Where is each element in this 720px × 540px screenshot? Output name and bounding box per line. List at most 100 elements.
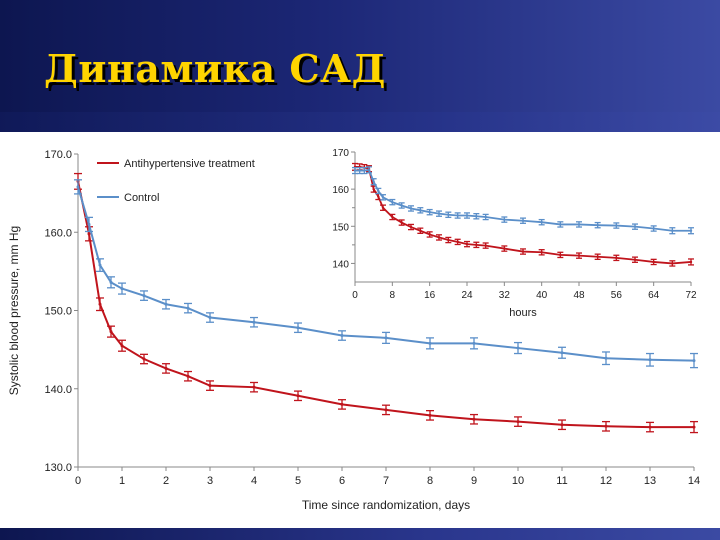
inset-x-tick-label: 72: [685, 290, 697, 301]
slide-title: Динамика САД: [44, 46, 386, 91]
inset-data-point: [447, 213, 450, 216]
inset-data-point: [521, 250, 525, 253]
main-series-line: [77, 181, 694, 429]
main-data-point: [560, 351, 564, 355]
main-data-point: [142, 294, 146, 298]
inset-data-point: [419, 229, 422, 232]
inset-data-point: [475, 215, 478, 218]
main-x-tick-label: 13: [644, 475, 656, 487]
inset-data-point: [577, 254, 581, 257]
main-data-point: [186, 374, 190, 378]
main-y-tick-label: 170.0: [44, 149, 72, 161]
inset-data-point: [596, 255, 599, 258]
inset-data-point: [559, 253, 562, 257]
main-data-point: [186, 306, 190, 310]
main-x-tick-label: 6: [339, 475, 345, 487]
main-data-point: [164, 302, 168, 306]
main-data-point: [296, 326, 300, 330]
main-x-tick-label: 4: [251, 475, 257, 487]
main-x-tick-label: 12: [600, 475, 612, 487]
inset-data-point: [428, 233, 431, 236]
inset-x-tick-label: 48: [573, 290, 585, 301]
inset-data-point: [540, 251, 543, 254]
inset-x-tick-label: 64: [648, 290, 660, 301]
main-data-point: [604, 424, 608, 428]
inset-chart: 140 150 160 170 0 8 16 24 32 40 48 56 64 72 hours: [332, 148, 697, 319]
main-x-tick-label: 2: [163, 475, 169, 487]
inset-data-point: [615, 256, 618, 260]
inset-data-point: [367, 168, 371, 172]
main-data-point: [560, 423, 564, 427]
inset-x-tick-label: 24: [461, 290, 473, 301]
inset-x-tick-label: 56: [611, 290, 623, 301]
inset-data-point: [652, 227, 655, 230]
main-data-point: [692, 359, 696, 363]
inset-data-point: [447, 238, 450, 242]
main-data-point: [208, 316, 212, 320]
inset-y-tick-label: 160: [332, 185, 349, 196]
inset-x-axis-label: hours: [509, 307, 537, 319]
inset-x-tick-label: 0: [352, 290, 358, 301]
inset-y-tick-label: 170: [332, 148, 349, 159]
inset-y-tick-label: 150: [332, 222, 349, 233]
inset-data-point: [400, 221, 403, 224]
main-x-tick-label: 1: [119, 475, 125, 487]
inset-data-point: [372, 187, 375, 191]
inset-data-point: [633, 225, 637, 228]
main-series-line: [77, 186, 695, 362]
main-data-point: [76, 185, 80, 189]
inset-data-point: [559, 223, 562, 226]
inset-x-tick-label: 8: [390, 290, 396, 301]
main-legend-label: Control: [124, 192, 159, 204]
inset-data-point: [484, 244, 487, 247]
main-x-tick-label: 14: [688, 475, 700, 487]
inset-data-point: [391, 215, 394, 219]
main-data-point: [164, 366, 168, 370]
main-data-point: [428, 341, 432, 345]
inset-data-point: [377, 195, 380, 198]
main-data-point: [604, 356, 608, 360]
inset-data-point: [409, 207, 413, 210]
main-data-point: [98, 263, 102, 267]
main-x-tick-label: 0: [75, 475, 81, 487]
main-x-tick-label: 9: [471, 475, 477, 487]
main-data-point: [384, 408, 388, 412]
main-data-point: [142, 357, 146, 361]
main-y-tick-label: 160.0: [44, 227, 72, 239]
main-x-tick-label: 11: [556, 475, 567, 487]
inset-data-point: [353, 169, 357, 172]
inset-data-point: [419, 209, 422, 212]
inset-data-point: [381, 206, 385, 209]
main-data-point: [692, 425, 696, 429]
inset-data-point: [633, 258, 637, 261]
inset-data-point: [465, 242, 469, 246]
slide-footer: [0, 528, 720, 540]
inset-data-point: [372, 180, 375, 183]
main-data-point: [87, 222, 91, 226]
main-data-point: [120, 287, 124, 291]
main-data-point: [384, 336, 388, 340]
inset-data-point: [381, 196, 385, 199]
main-data-point: [648, 358, 652, 362]
main-data-point: [296, 394, 300, 398]
inset-data-point: [475, 243, 478, 247]
inset-x-tick-label: 40: [536, 290, 548, 301]
inset-data-point: [689, 260, 693, 264]
main-data-point: [208, 384, 212, 388]
main-data-point: [252, 385, 256, 389]
inset-data-point: [456, 240, 459, 244]
main-x-axis-label: Time since randomization, days: [302, 498, 470, 512]
header-strip: [0, 112, 720, 132]
inset-data-point: [689, 229, 693, 232]
main-data-point: [516, 346, 520, 350]
main-data-point: [340, 334, 344, 338]
inset-data-point: [503, 218, 506, 221]
inset-data-point: [521, 219, 525, 222]
main-data-point: [648, 425, 652, 429]
inset-data-point: [540, 221, 543, 224]
main-data-point: [109, 330, 113, 334]
main-x-tick-label: 7: [383, 475, 389, 487]
inset-data-point: [577, 223, 581, 226]
main-y-tick-label: 130.0: [44, 462, 72, 474]
